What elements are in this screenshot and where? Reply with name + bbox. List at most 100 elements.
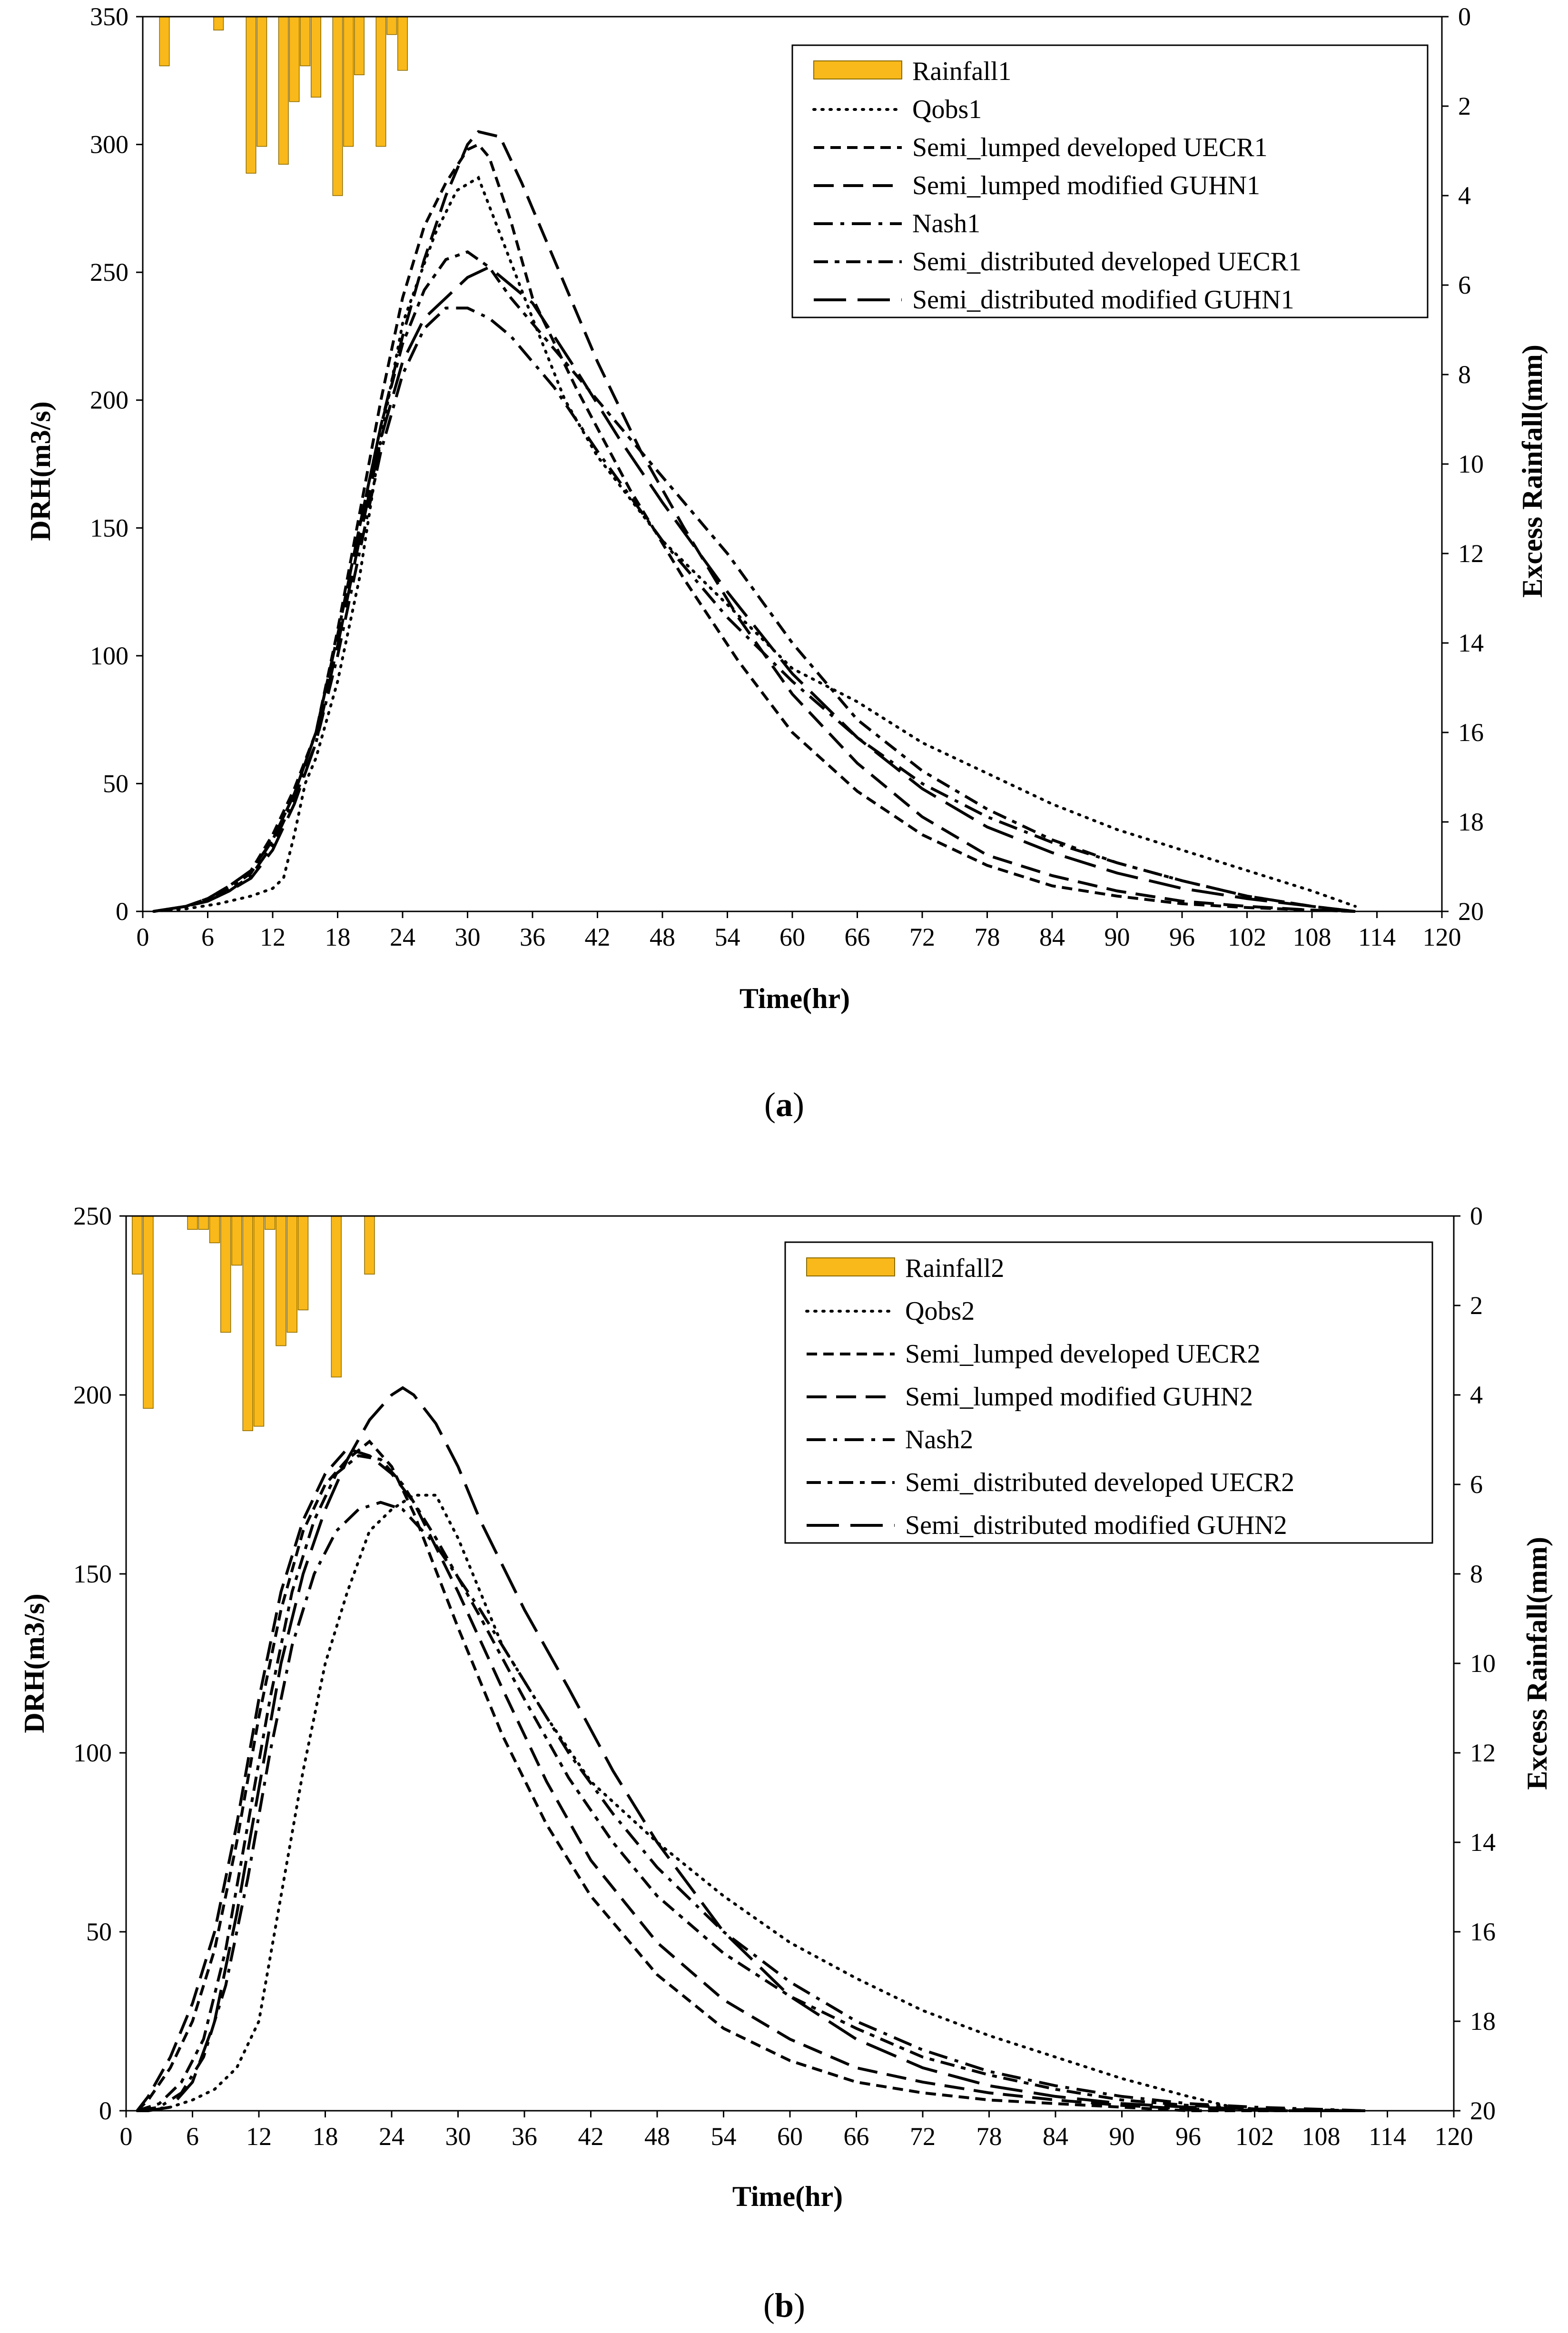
y-axis-title: DRH(m3/s): [19, 1593, 50, 1733]
series-line: [136, 1447, 1365, 2112]
y2-tick-label: 2: [1470, 1291, 1483, 1320]
x-tick-label: 102: [1235, 2122, 1274, 2151]
series-line: [153, 142, 1356, 913]
panel-label-close: ): [793, 1086, 804, 1124]
x-tick-label: 72: [910, 2122, 936, 2151]
rainfall-bar: [253, 1216, 265, 1427]
legend-label: Semi_distributed modified GUHN1: [912, 285, 1294, 315]
legend-label: Nash1: [912, 209, 980, 238]
legend-label: Qobs1: [912, 95, 982, 124]
legend-label: Semi_lumped modified GUHN2: [905, 1382, 1253, 1412]
x-axis-title: Time(hr): [732, 2181, 843, 2212]
rainfall-bar: [289, 16, 300, 102]
y-tick-label: 50: [86, 1918, 112, 1946]
y-tick-label: 100: [90, 642, 128, 670]
rainfall-bar: [386, 16, 397, 35]
panel-label: (b): [763, 2286, 805, 2324]
axes: [119, 1215, 1460, 2117]
x-tick-label: 84: [1039, 923, 1065, 951]
rainfall-bar: [220, 1216, 231, 1333]
x-tick-label: 78: [976, 2122, 1002, 2151]
x-tick-label: 78: [975, 923, 1000, 951]
series-lines: [136, 1386, 1367, 2112]
rainfall-bar: [187, 1216, 198, 1230]
y-tick-label: 150: [90, 514, 128, 542]
series-line: [153, 265, 1356, 913]
series-line: [137, 1501, 1366, 2112]
x-tick-label: 96: [1175, 2122, 1201, 2151]
x-tick-label: 72: [909, 923, 935, 951]
rainfall-bar: [276, 1216, 286, 1346]
y2-tick-label: 6: [1458, 271, 1471, 299]
series-line: [152, 176, 1357, 913]
legend: Rainfall1 Qobs1 Semi_lumped developed UECR…: [791, 44, 1429, 318]
x-tick-label: 114: [1369, 2122, 1406, 2151]
y-tick-label: 200: [90, 386, 128, 415]
y2-tick-label: 12: [1458, 539, 1484, 568]
x-tick-label: 96: [1169, 923, 1195, 951]
panel-label-open: (: [764, 1086, 776, 1124]
rainfall-bars: [159, 16, 408, 196]
y2-tick-label: 14: [1458, 629, 1484, 657]
y-tick-label: 300: [90, 130, 128, 159]
rainfall-bar: [159, 16, 170, 67]
y2-tick-label: 16: [1470, 1918, 1496, 1946]
rainfall-bar: [364, 1216, 375, 1275]
y-tick-label: 250: [73, 1202, 112, 1230]
rainfall-bar: [397, 16, 408, 71]
x-tick-label: 36: [520, 923, 545, 951]
legend-label: Semi_distributed modified GUHN2: [905, 1511, 1287, 1540]
x-tick-label: 6: [186, 2122, 199, 2151]
y2-tick-label: 18: [1458, 808, 1484, 836]
rainfall-bar: [286, 1216, 297, 1333]
legend-swatch-rainfall: [806, 1257, 895, 1276]
y2-axis-title: Excess Rainfall(mm): [1521, 1537, 1553, 1790]
x-tick-label: 48: [644, 2122, 670, 2151]
y2-tick-label: 2: [1458, 92, 1471, 120]
x-tick-label: 42: [578, 2122, 604, 2151]
x-tick-label: 12: [246, 2122, 272, 2151]
x-tick-label: 60: [779, 923, 805, 951]
y-tick-label: 0: [99, 2096, 112, 2125]
panel-label-letter: a: [776, 1086, 793, 1124]
rainfall-bar: [256, 16, 267, 147]
rainfall-bar: [311, 16, 321, 98]
legend-label: Semi_distributed developed UECR2: [905, 1468, 1294, 1497]
y2-tick-label: 6: [1470, 1470, 1483, 1499]
rainfall-bar: [300, 16, 311, 67]
rainfall-bar: [242, 1216, 253, 1431]
y2-tick-label: 20: [1458, 897, 1484, 926]
x-tick-label: 108: [1293, 923, 1331, 951]
rainfall-bar: [354, 16, 365, 75]
panel-label: (a): [764, 1086, 804, 1124]
y2-axis-title: Excess Rainfall(mm): [1517, 345, 1548, 598]
x-tick-label: 18: [313, 2122, 338, 2151]
y2-tick-label: 12: [1470, 1739, 1496, 1767]
y2-tick-label: 8: [1470, 1560, 1483, 1588]
y2-tick-label: 18: [1470, 2007, 1496, 2036]
series-line: [137, 1454, 1366, 2112]
x-tick-label: 108: [1302, 2122, 1341, 2151]
y-tick-label: 350: [90, 2, 128, 31]
rainfall-bar: [331, 1216, 342, 1378]
series-lines: [152, 130, 1357, 913]
legend: Rainfall2 Qobs2 Semi_lumped developed UECR…: [784, 1241, 1433, 1544]
x-tick-label: 6: [201, 923, 214, 951]
y2-tick-label: 10: [1470, 1649, 1496, 1678]
legend-swatch-rainfall: [813, 60, 902, 79]
x-tick-label: 48: [650, 923, 675, 951]
rainfall-bar: [343, 16, 354, 147]
panel-label-letter: b: [775, 2286, 794, 2324]
x-tick-label: 18: [325, 923, 351, 951]
x-tick-label: 24: [390, 923, 415, 951]
x-tick-label: 114: [1358, 923, 1396, 951]
rainfall-bars: [132, 1216, 375, 1431]
series-line: [153, 306, 1356, 913]
tick-labels: 0 6 12 18 24 30 36 42 48 54 60 66 72 78 84 90 96 102 108 11…: [90, 2, 1484, 951]
y2-tick-label: 16: [1458, 718, 1484, 747]
x-tick-label: 30: [455, 923, 481, 951]
rainfall-bar: [297, 1216, 309, 1311]
rainfall-bar: [143, 1216, 154, 1409]
panel-label-open: (: [763, 2286, 775, 2324]
x-tick-label: 54: [715, 923, 740, 951]
